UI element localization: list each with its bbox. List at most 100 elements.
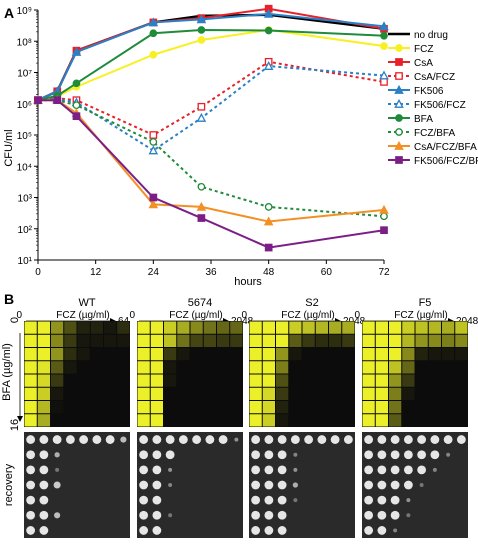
fcz-min-label: 0 — [241, 310, 247, 321]
data-point — [380, 226, 388, 235]
recovery-spot — [251, 435, 261, 444]
growth-well — [64, 414, 77, 427]
growth-well — [51, 387, 64, 400]
recovery-spot — [277, 480, 287, 490]
growth-well — [104, 401, 117, 414]
growth-well — [375, 348, 388, 361]
recovery-spot — [264, 526, 274, 535]
series-line — [38, 99, 385, 223]
growth-well — [203, 401, 216, 414]
legend-marker — [395, 58, 403, 66]
growth-well — [342, 361, 355, 374]
growth-well — [203, 321, 216, 334]
recovery-spot — [377, 526, 387, 535]
strain-label: S2 — [305, 297, 318, 309]
recovery-spot — [139, 495, 149, 505]
legend-label: FCZ — [414, 44, 433, 55]
growth-well — [51, 321, 64, 334]
recovery-spot — [168, 513, 173, 518]
growth-well — [64, 387, 77, 400]
data-point — [72, 112, 81, 121]
growth-well — [90, 414, 103, 427]
recovery-spot — [26, 450, 36, 460]
growth-well — [415, 374, 428, 387]
y-tick-label: 10⁶ — [17, 100, 32, 111]
growth-well — [415, 414, 428, 427]
growth-well — [289, 401, 302, 414]
recovery-spot — [330, 435, 340, 444]
recovery-spot — [317, 435, 327, 444]
recovery-spot — [343, 435, 353, 444]
recovery-spot — [390, 435, 400, 444]
recovery-spot — [292, 482, 299, 488]
growth-well — [104, 414, 117, 427]
recovery-spot — [293, 467, 298, 472]
recovery-spot — [264, 450, 274, 460]
growth-well — [276, 348, 289, 361]
data-point — [379, 204, 389, 214]
growth-well — [137, 401, 150, 414]
growth-well — [455, 387, 468, 400]
growth-well — [389, 321, 402, 334]
growth-well — [137, 414, 150, 427]
growth-well — [415, 348, 428, 361]
fcz-axis-label: FCZ (µg/ml) — [281, 310, 335, 321]
data-point — [149, 193, 158, 202]
data-point — [196, 14, 207, 24]
growth-well — [428, 348, 441, 361]
growth-well — [217, 334, 230, 347]
recovery-spot — [364, 526, 374, 535]
growth-well — [249, 361, 262, 374]
growth-well — [24, 334, 37, 347]
growth-well — [164, 374, 177, 387]
growth-well — [362, 334, 375, 347]
growth-well — [90, 387, 103, 400]
growth-well — [342, 401, 355, 414]
legend-label: CsA — [414, 58, 433, 69]
fcz-min-label: 0 — [129, 310, 135, 321]
growth-well — [164, 321, 177, 334]
growth-well — [104, 348, 117, 361]
series-line — [37, 60, 385, 137]
chart-legend: no drug FCZ CsA CsA/FCZ FK506 FK506/FCZ BFA FCZ… — [388, 30, 478, 167]
recovery-spot — [39, 510, 49, 520]
growth-well — [302, 387, 315, 400]
growth-well — [329, 334, 342, 347]
growth-well — [37, 321, 50, 334]
recovery-spot — [152, 480, 162, 490]
growth-well — [51, 348, 64, 361]
recovery-spot — [390, 495, 400, 505]
recovery-spot — [168, 467, 173, 472]
growth-well — [455, 361, 468, 374]
series-line — [37, 28, 385, 102]
growth-well — [375, 414, 388, 427]
growth-well — [117, 414, 130, 427]
data-point — [197, 182, 206, 191]
recovery-spot — [277, 526, 287, 535]
growth-well — [230, 414, 243, 427]
growth-well — [37, 401, 50, 414]
y-tick-label: 10² — [18, 225, 33, 236]
growth-well — [329, 361, 342, 374]
growth-well — [402, 414, 415, 427]
growth-well — [190, 401, 203, 414]
growth-well — [276, 334, 289, 347]
growth-well — [289, 348, 302, 361]
data-point — [263, 61, 274, 70]
series-csa-fcz-bfa — [33, 95, 389, 226]
legend-marker — [394, 84, 404, 94]
recovery-spot — [364, 465, 374, 475]
legend-marker — [395, 44, 403, 52]
growth-well — [362, 387, 375, 400]
data-point — [197, 102, 206, 111]
legend-label: FK506/FCZ — [414, 100, 466, 111]
growth-line-chart: 0 12 24 36 48 60 72 10¹ 10² 10³ 10⁴ 10⁵ 10⁶ 10⁷ 10⁸ 10⁹ — [17, 4, 390, 278]
series-fk506 — [33, 8, 389, 105]
growth-well — [230, 401, 243, 414]
growth-well — [190, 348, 203, 361]
growth-well — [302, 334, 315, 347]
data-point — [264, 26, 273, 35]
growth-well — [77, 374, 90, 387]
recovery-spot — [403, 465, 413, 475]
recovery-spot — [251, 480, 261, 490]
